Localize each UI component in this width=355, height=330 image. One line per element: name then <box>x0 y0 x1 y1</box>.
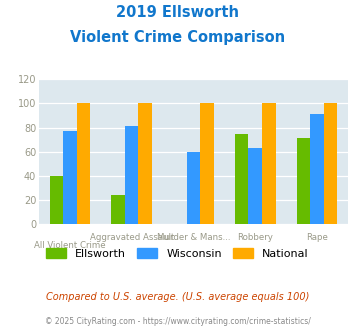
Bar <box>187 152 200 224</box>
Text: Aggravated Assault: Aggravated Assault <box>89 233 174 242</box>
Bar <box>235 134 248 224</box>
Bar <box>77 103 90 224</box>
Bar <box>111 195 125 224</box>
Bar <box>297 139 310 224</box>
Text: Murder & Mans...: Murder & Mans... <box>157 233 230 242</box>
Bar <box>138 103 152 224</box>
Bar <box>262 103 275 224</box>
Bar <box>310 114 324 224</box>
Bar <box>63 131 77 224</box>
Bar <box>324 103 337 224</box>
Text: Compared to U.S. average. (U.S. average equals 100): Compared to U.S. average. (U.S. average … <box>46 292 309 302</box>
Bar <box>50 176 63 224</box>
Text: Rape: Rape <box>306 233 328 242</box>
Bar <box>125 126 138 224</box>
Text: Robbery: Robbery <box>237 233 273 242</box>
Legend: Ellsworth, Wisconsin, National: Ellsworth, Wisconsin, National <box>42 244 313 263</box>
Text: © 2025 CityRating.com - https://www.cityrating.com/crime-statistics/: © 2025 CityRating.com - https://www.city… <box>45 317 310 326</box>
Text: All Violent Crime: All Violent Crime <box>34 241 106 250</box>
Bar <box>200 103 214 224</box>
Bar <box>248 148 262 224</box>
Text: Violent Crime Comparison: Violent Crime Comparison <box>70 30 285 45</box>
Text: 2019 Ellsworth: 2019 Ellsworth <box>116 5 239 20</box>
